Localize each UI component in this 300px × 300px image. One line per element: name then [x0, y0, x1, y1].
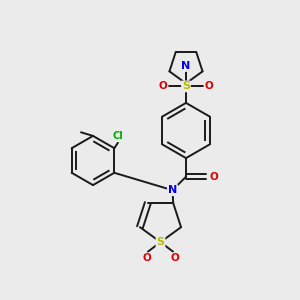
Text: N: N	[182, 61, 190, 71]
Text: Cl: Cl	[112, 131, 123, 141]
Text: O: O	[205, 81, 214, 92]
Text: O: O	[142, 253, 151, 263]
Text: O: O	[170, 253, 179, 263]
Text: S: S	[182, 81, 190, 92]
Text: N: N	[168, 185, 177, 195]
Text: S: S	[157, 237, 164, 247]
Text: O: O	[209, 172, 218, 182]
Text: O: O	[158, 81, 167, 92]
